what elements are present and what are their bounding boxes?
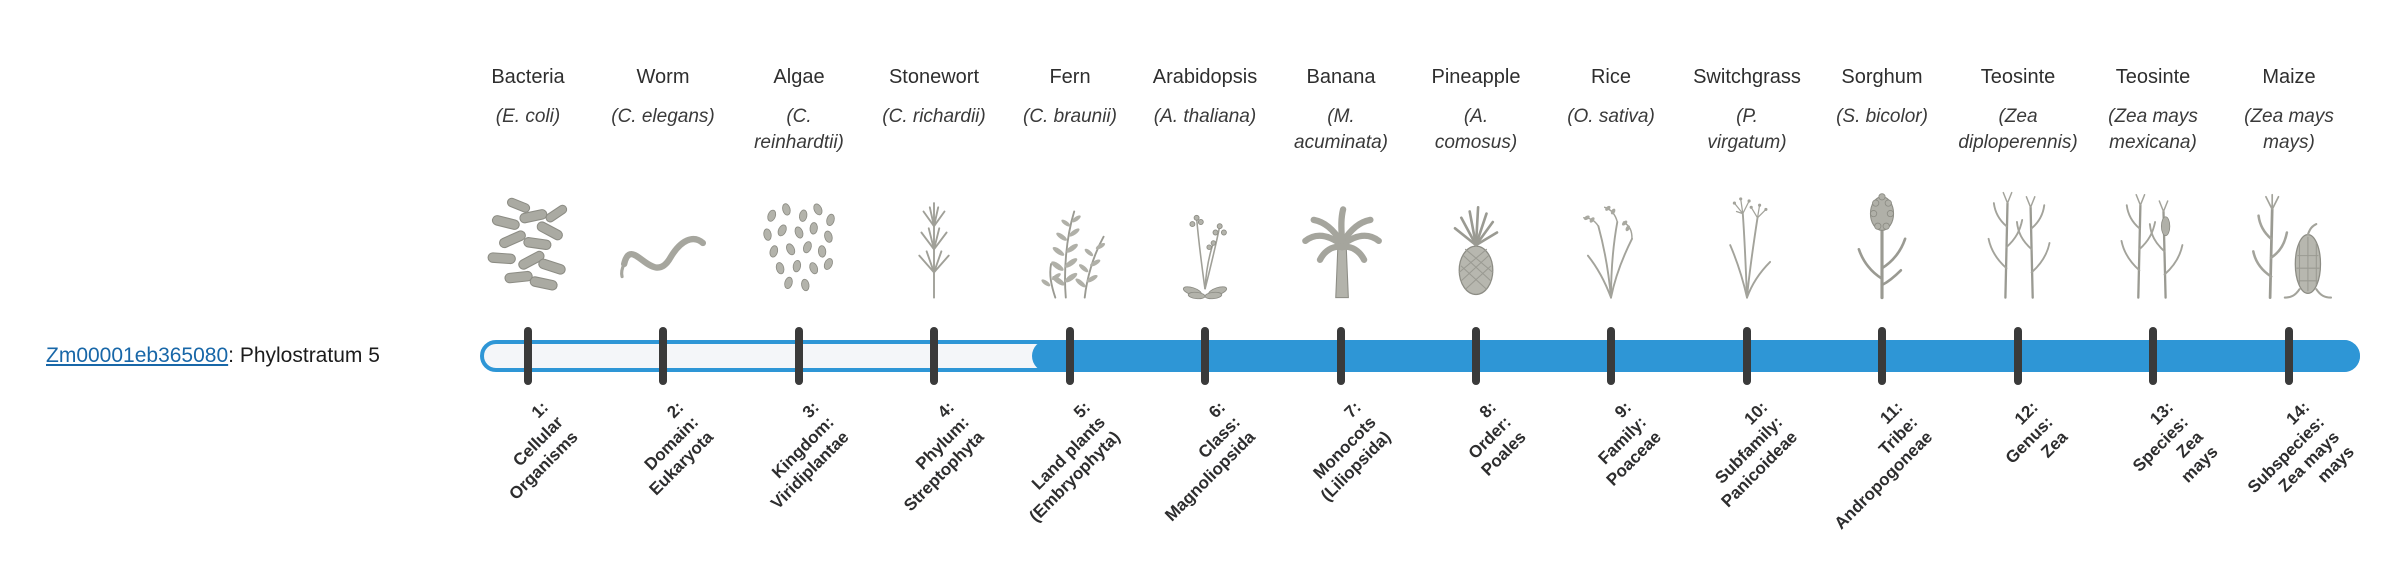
organism-scientific-name: (A. thaliana) [1153,106,1257,127]
phylostrata-bar-fill [1032,340,2360,372]
phylostratum-rank-label: 8: Order: Poales [1464,397,1530,480]
organism-scientific-name: (E. coli) [495,106,561,127]
organism-common-name: Algae [773,66,825,88]
fern-illustration [985,176,1155,306]
organism-common-name: Rice [1590,66,1631,88]
phylostratum-rank-label: 13: Species: Zea mays [2129,397,2222,487]
phylostratum-rank-label: 6: Class: Magnoliopsida [1161,397,1259,525]
phylostratum-rank-label: 3: Kingdom: Viridiplantae [767,397,853,513]
phylostratum-rank-label: 5: Land plants (Embryophyta) [1025,397,1124,526]
phylostratum-tick [2285,327,2293,385]
phylostratum-tick [795,327,803,385]
phylostratum-rank-label: 10: Subfamily: Panicoideae [1711,397,1801,511]
organism-scientific-name: (A. comosus) [1434,106,1518,153]
phylostratum-rank-label: 11: Tribe: Andropogoneae [1830,397,1936,534]
phylostratum-tick [1337,327,1345,385]
organism-scientific-name: (Zea mays mays) [2244,106,2334,153]
sorghum-illustration [1797,176,1967,306]
organism-common-name: Switchgrass [1693,66,1801,88]
phylostratum-tick [1201,327,1209,385]
algae-illustration [714,176,884,306]
phylostratum-tick [524,327,532,385]
phylostratum-tick [930,327,938,385]
maize-illustration [2204,176,2374,306]
organism-scientific-name: (Zea mays mexicana) [2108,106,2198,153]
organism-common-name: Teosinte [1980,66,2056,88]
organism-scientific-name: (C. richardii) [882,106,986,127]
organism-common-name: Bacteria [491,66,565,88]
bacteria-illustration [443,176,613,306]
organism-scientific-name: (P. virgatum) [1707,106,1787,153]
teosinte-mexicana-illustration [2068,176,2238,306]
organism-common-name: Stonewort [888,66,980,88]
phylostratum-tick [1066,327,1074,385]
phylostratum-rank-label: 14: Subspecies: Zea mays mays [2243,397,2358,497]
organism-common-name: Arabidopsis [1152,66,1258,88]
organism-scientific-name: (C. braunii) [1023,106,1117,127]
stonewort-illustration [849,176,1019,306]
organism-scientific-name: (Zea diploperennis) [1958,106,2078,153]
pineapple-illustration [1391,176,1561,306]
organism-common-name: Pineapple [1431,66,1521,88]
phylostratum-rank-label: 9: Family: Poaceae [1594,397,1665,490]
organism-common-name: Fern [1049,66,1091,88]
organism-common-name: Banana [1306,66,1376,88]
phylostratum-rank-label: 7: Monocots (Liliopsida) [1309,397,1395,505]
rice-illustration [1526,176,1696,306]
organism-common-name: Worm [636,66,690,88]
organism-common-name: Teosinte [2115,66,2191,88]
organism-common-name: Sorghum [1841,66,1923,88]
organism-scientific-name: (O. sativa) [1567,106,1655,127]
phylostratum-rank-label: 12: Genus: Zea [2002,397,2072,468]
phylostratum-tick [2014,327,2022,385]
phylostratum-tick [1878,327,1886,385]
teosinte-diploperennis-illustration [1933,176,2103,306]
switchgrass-illustration [1662,176,1832,306]
phylostratum-rank-label: 2: Domain: Eukaryota [640,397,717,499]
organism-scientific-name: (S. bicolor) [1836,106,1928,127]
phylostratum-rank-label: 1: Cellular Organisms [505,397,582,504]
organism-common-name: Maize [2262,66,2316,88]
phylostratum-tick [1472,327,1480,385]
worm-illustration [578,176,748,306]
phylostratum-rank-label: 4: Phylum: Streptophyta [900,397,988,515]
phylostratum-tick [2149,327,2157,385]
organism-scientific-name: (C. reinhardtii) [754,106,844,153]
phylostratum-text: : Phylostratum 5 [228,344,380,367]
organism-scientific-name: (M. acuminata) [1294,106,1388,153]
phylostratum-tick [1607,327,1615,385]
organism-scientific-name: (C. elegans) [611,106,715,127]
gene-id-link[interactable]: Zm00001eb365080 [46,344,229,367]
gene-label: Zm00001eb365080: Phylostratum 5 [46,343,380,369]
banana-illustration [1256,176,1426,306]
arabidopsis-illustration [1120,176,1290,306]
phylostratum-tick [1743,327,1751,385]
phylostratum-tick [659,327,667,385]
